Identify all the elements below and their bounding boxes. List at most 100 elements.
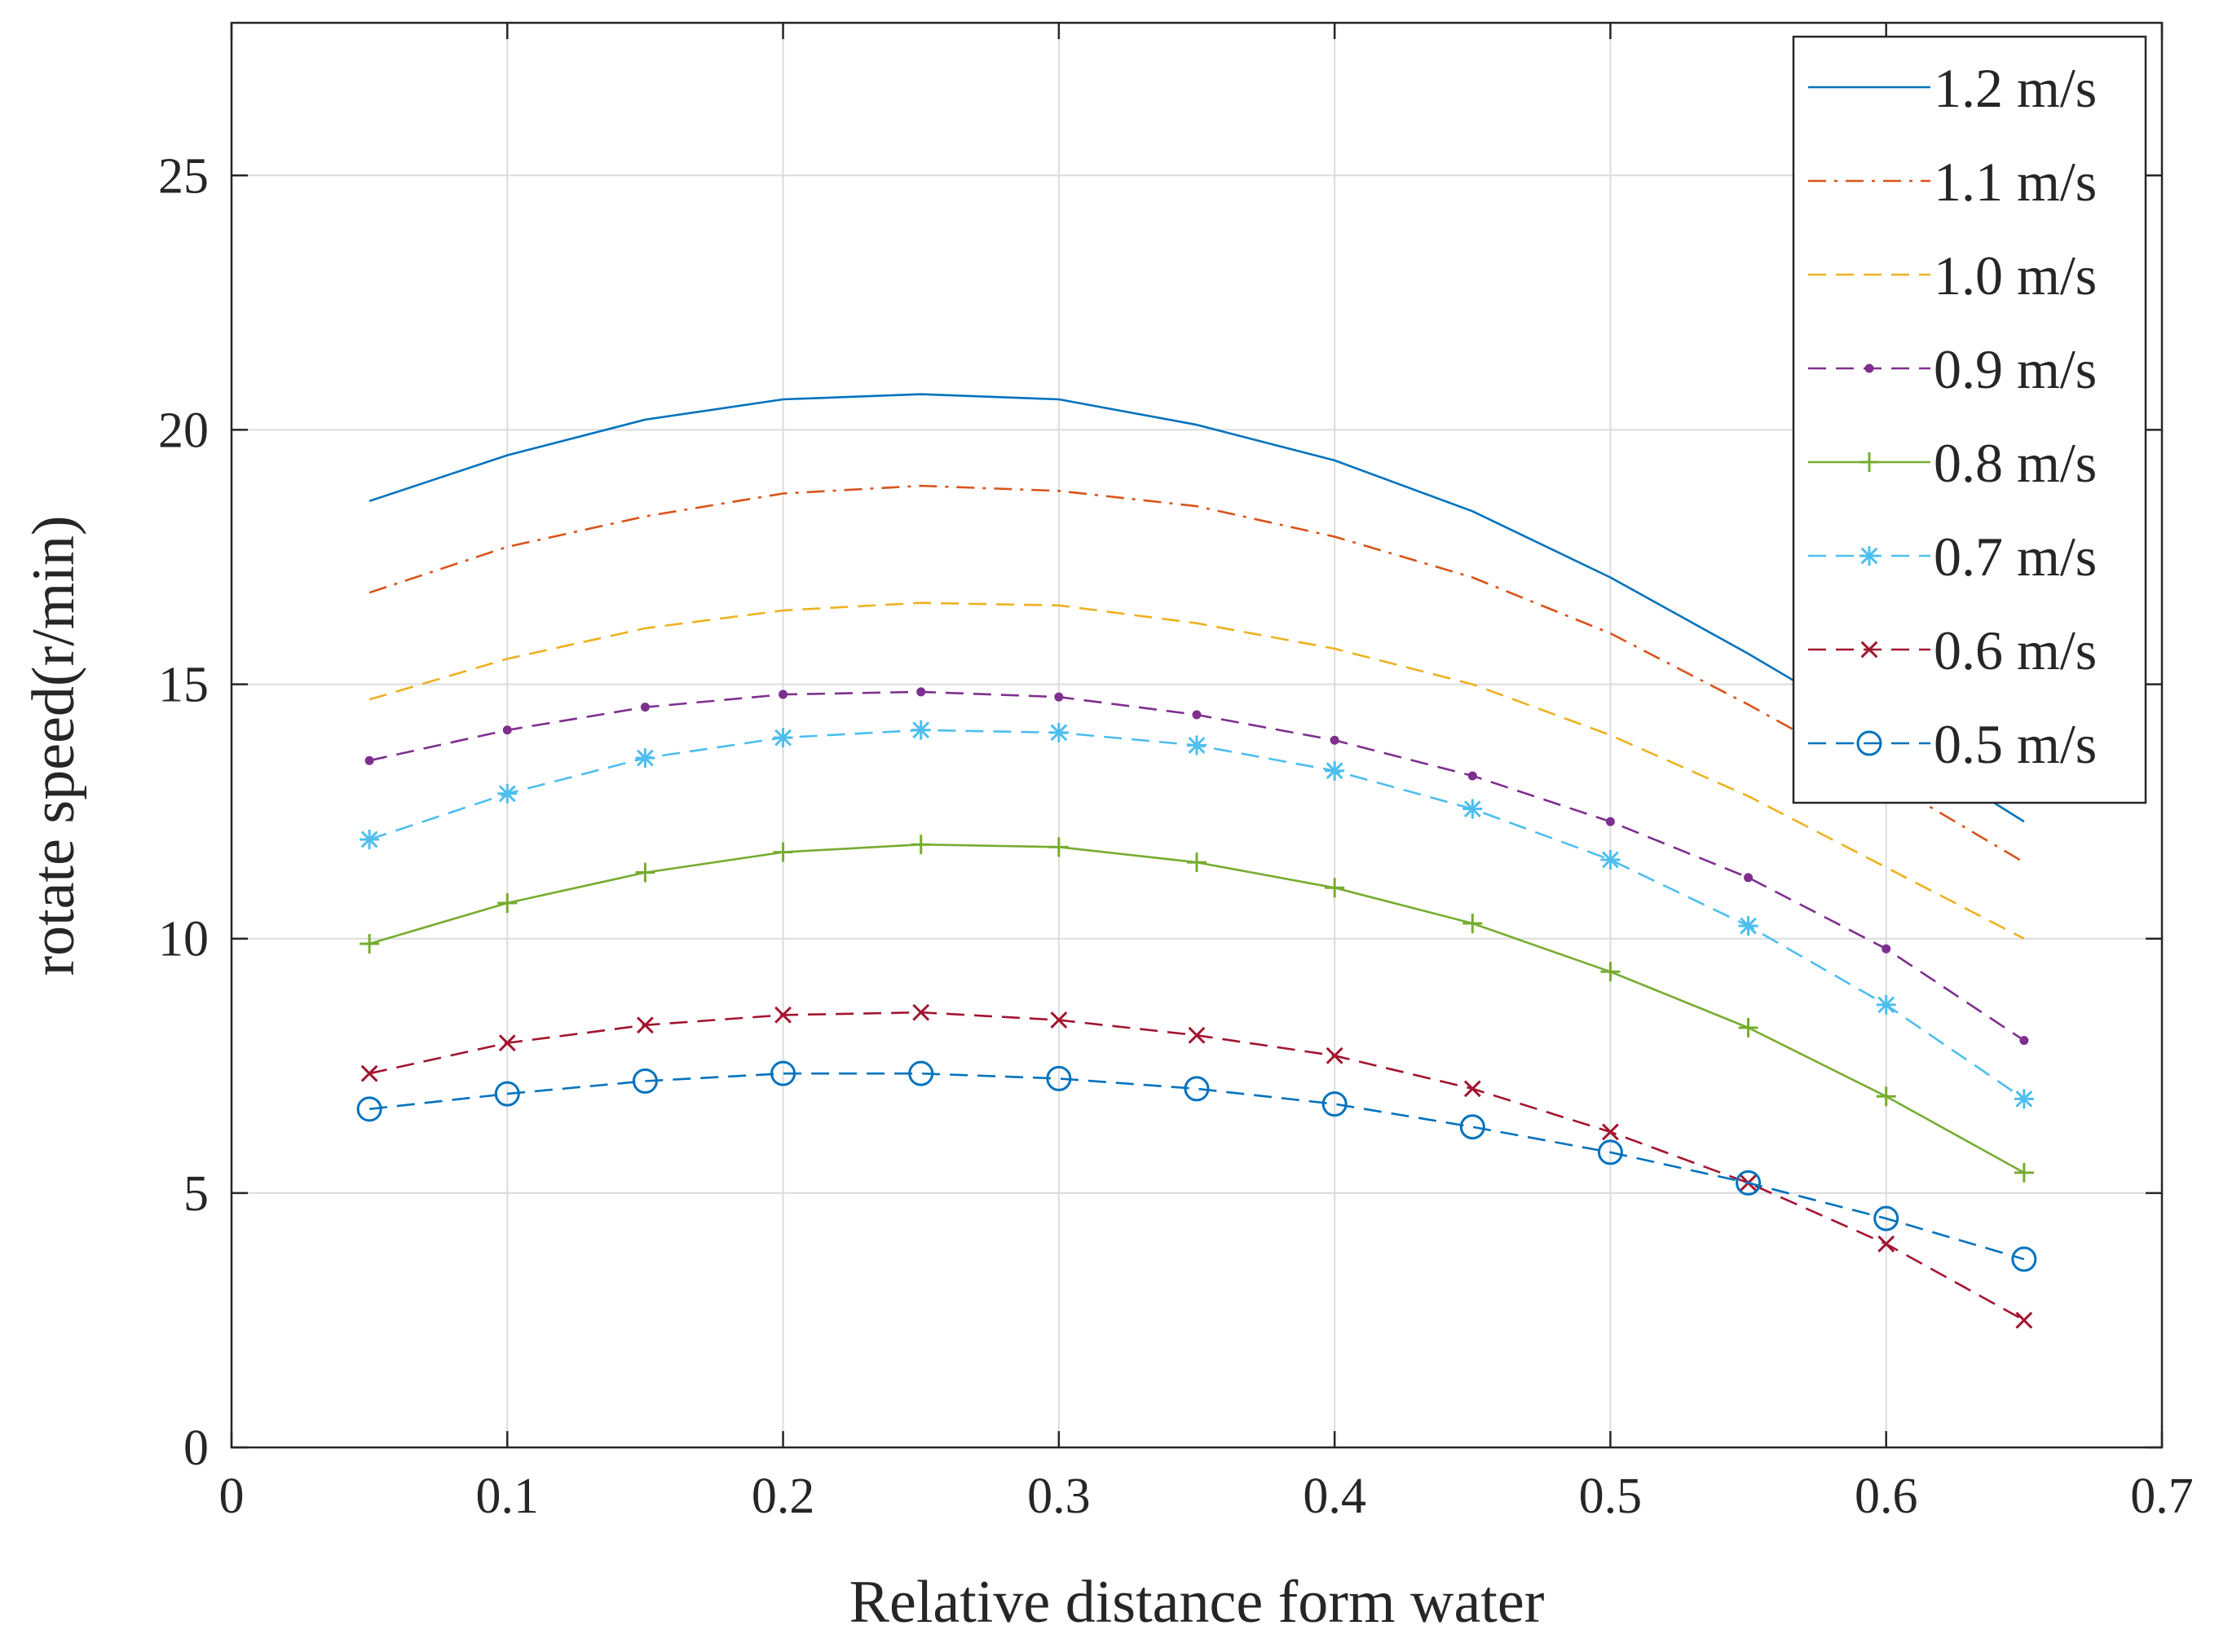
data-point-marker xyxy=(1600,962,1621,982)
data-point-marker xyxy=(1050,1011,1068,1029)
data-point-marker xyxy=(1876,994,1896,1015)
data-point-marker xyxy=(632,1068,658,1095)
legend-marker xyxy=(1864,363,1874,373)
data-point-marker xyxy=(1877,1235,1895,1253)
y-tick-label: 25 xyxy=(158,148,209,204)
data-point-marker xyxy=(635,862,655,883)
series-0-5-m-s xyxy=(356,1060,2037,1272)
y-axis-label: rotate speed(r/min) xyxy=(20,515,87,976)
data-point-marker xyxy=(1467,771,1477,781)
data-point-marker xyxy=(497,783,518,804)
y-tick-label: 15 xyxy=(158,658,209,713)
data-point-marker xyxy=(1463,1080,1481,1098)
data-point-marker xyxy=(1600,849,1621,870)
data-point-marker xyxy=(1048,722,1069,742)
series-0-9-m-s xyxy=(364,687,2029,1046)
series-0-7-m-s xyxy=(360,720,2034,1109)
legend-label: 0.7 m/s xyxy=(1934,526,2097,588)
legend-marker xyxy=(1856,730,1882,756)
legend-item: 0.5 m/s xyxy=(1808,713,2097,775)
legend-item: 0.7 m/s xyxy=(1808,526,2097,588)
series-line xyxy=(368,601,2025,940)
y-tick-label: 0 xyxy=(183,1421,209,1476)
data-point-marker xyxy=(1605,817,1615,826)
legend-label: 0.5 m/s xyxy=(1934,713,2097,775)
series-1-1-m-s xyxy=(368,484,2025,864)
legend-item: 0.6 m/s xyxy=(1808,619,2097,681)
data-point-marker xyxy=(1054,692,1064,702)
x-tick-label: 0.5 xyxy=(1579,1469,1643,1524)
y-tick-label: 20 xyxy=(158,403,209,458)
data-point-marker xyxy=(1738,1017,1758,1037)
data-point-marker xyxy=(364,756,374,765)
data-point-marker xyxy=(2014,1089,2034,1109)
data-point-marker xyxy=(770,1060,796,1086)
data-point-marker xyxy=(494,1081,520,1107)
legend-item: 1.1 m/s xyxy=(1808,151,2097,213)
series-1-2-m-s xyxy=(368,393,2025,823)
data-point-marker xyxy=(1876,1086,1896,1107)
data-point-marker xyxy=(1736,1170,1762,1196)
data-point-marker xyxy=(1326,1046,1343,1064)
legend-label: 0.9 m/s xyxy=(1934,338,2097,400)
x-tick-label: 0 xyxy=(219,1469,245,1524)
data-point-marker xyxy=(774,1006,792,1024)
data-point-marker xyxy=(1046,1065,1072,1091)
series-line xyxy=(368,393,2025,823)
x-tick-label: 0.7 xyxy=(2130,1469,2194,1524)
data-point-marker xyxy=(360,829,380,849)
data-point-marker xyxy=(1188,1026,1206,1044)
data-point-marker xyxy=(360,1064,378,1082)
series-line xyxy=(368,484,2025,864)
data-point-marker xyxy=(2015,1311,2033,1329)
data-point-marker xyxy=(1459,1114,1485,1140)
legend: 1.2 m/s 1.1 m/s 1.0 m/s 0.9 m/s 0.8 m/s 0.7 m… xyxy=(1792,35,2147,804)
data-point-marker xyxy=(1184,1076,1210,1102)
x-axis-label: Relative distance form water xyxy=(849,1569,1545,1636)
series-1-0-m-s xyxy=(368,601,2025,940)
legend-label: 1.2 m/s xyxy=(1934,57,2097,119)
x-tick-label: 0.4 xyxy=(1303,1469,1366,1524)
legend-box xyxy=(1792,35,2147,804)
data-point-marker xyxy=(1048,837,1069,857)
y-tick-label: 5 xyxy=(183,1166,209,1222)
data-point-marker xyxy=(2014,1162,2034,1183)
legend-label: 0.8 m/s xyxy=(1934,432,2097,494)
legend-label: 0.6 m/s xyxy=(1934,619,2097,681)
data-point-marker xyxy=(2019,1036,2029,1046)
data-point-marker xyxy=(1597,1139,1623,1165)
legend-marker xyxy=(1860,641,1878,659)
data-point-marker xyxy=(637,1016,654,1034)
x-tick-label: 0.3 xyxy=(1027,1469,1091,1524)
data-point-marker xyxy=(635,748,655,769)
legend-item: 1.2 m/s xyxy=(1808,57,2097,119)
data-point-marker xyxy=(1462,799,1483,819)
legend-label: 1.0 m/s xyxy=(1934,244,2097,306)
series-0-8-m-s xyxy=(360,835,2034,1183)
data-point-marker xyxy=(1462,913,1483,933)
plot-frame xyxy=(230,21,2164,1449)
data-point-marker xyxy=(1744,873,1754,883)
legend-marker xyxy=(1859,452,1879,472)
data-point-marker xyxy=(1187,852,1207,873)
x-tick-label: 0.6 xyxy=(1855,1469,1918,1524)
data-point-marker xyxy=(773,728,793,748)
data-point-marker xyxy=(1738,916,1758,936)
data-point-marker xyxy=(911,720,931,740)
series-group xyxy=(356,393,2037,1329)
data-point-marker xyxy=(498,1034,516,1052)
data-point-marker xyxy=(2011,1246,2037,1272)
data-point-marker xyxy=(502,725,512,735)
series-0-6-m-s xyxy=(360,1003,2033,1329)
data-point-marker xyxy=(911,835,931,855)
data-point-marker xyxy=(908,1060,934,1086)
data-point-marker xyxy=(779,689,788,699)
data-point-marker xyxy=(1330,735,1339,745)
legend-label: 1.1 m/s xyxy=(1934,151,2097,213)
data-point-marker xyxy=(916,687,926,697)
data-point-marker xyxy=(360,933,380,954)
data-point-marker xyxy=(640,703,650,712)
data-point-marker xyxy=(1882,944,1891,954)
data-point-marker xyxy=(497,893,518,914)
